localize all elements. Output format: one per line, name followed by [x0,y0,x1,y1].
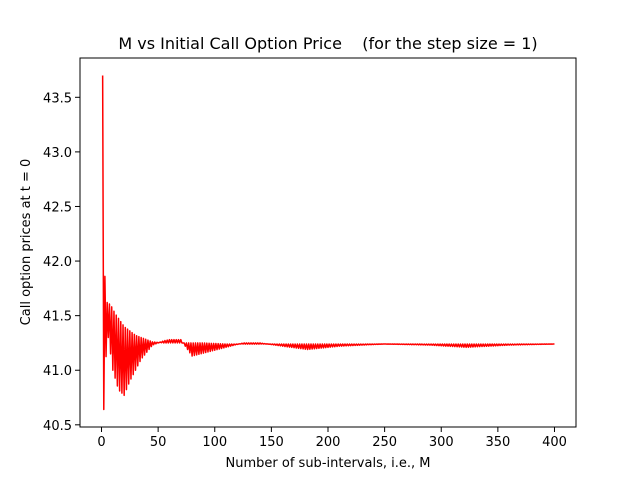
chart-title: M vs Initial Call Option Price (for the … [118,34,537,53]
y-tick-label: 42.0 [43,255,72,270]
x-tick-label: 150 [259,435,284,450]
x-tick-label: 300 [429,435,454,450]
x-tick-label: 400 [542,435,567,450]
x-axis-ticks: 0 50 100 150 200 250 300 350 400 [97,427,567,450]
y-tick-label: 42.5 [43,200,72,215]
x-tick-label: 250 [372,435,397,450]
x-tick-label: 350 [485,435,510,450]
x-tick-label: 100 [202,435,227,450]
axes-frame [79,57,577,428]
x-tick-label: 0 [97,435,105,450]
y-tick-label: 43.5 [43,91,72,106]
y-axis-ticks: 40.5 41.0 41.5 42.0 42.5 43.0 43.5 [43,91,80,434]
x-axis-title: Number of sub-intervals, i.e., M [226,456,431,471]
x-tick-label: 50 [150,435,167,450]
plot-area [101,75,555,411]
y-axis-title: Call option prices at t = 0 [19,159,34,326]
y-tick-label: 41.5 [43,310,72,325]
y-tick-label: 41.0 [43,364,72,379]
series-line-0 [101,75,555,411]
y-tick-label: 43.0 [43,146,72,161]
y-tick-label: 40.5 [43,419,72,434]
x-tick-label: 200 [316,435,341,450]
